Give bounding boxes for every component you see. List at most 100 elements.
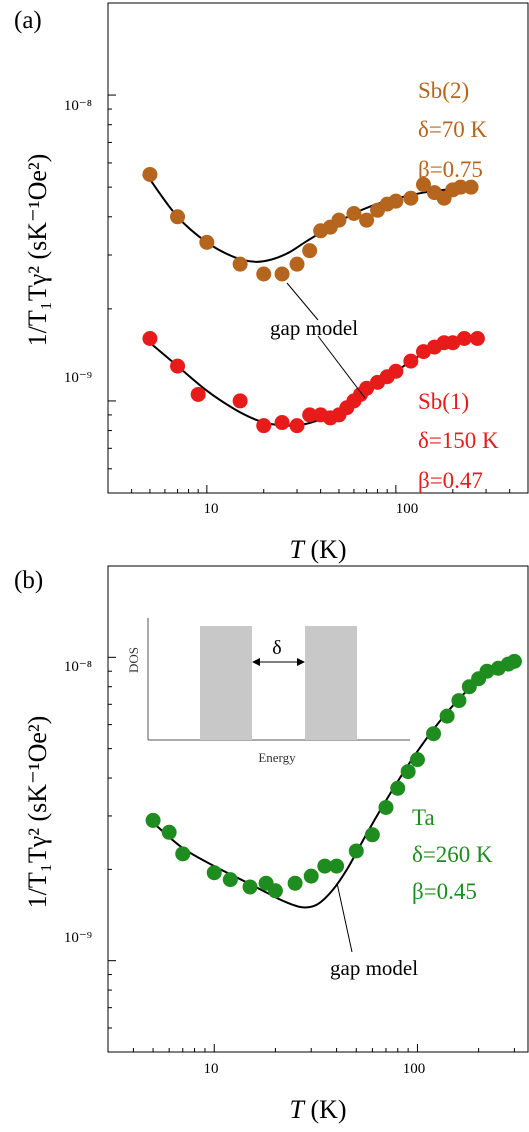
plot-frame-b	[107, 565, 529, 1053]
inset-arrowhead-right	[297, 658, 305, 666]
data-point	[463, 179, 479, 195]
data-point	[175, 846, 191, 862]
data-point	[289, 418, 305, 434]
gap-model-label-a: gap model	[270, 316, 358, 340]
y-tick-label: 10⁻⁹	[64, 930, 92, 946]
data-point	[439, 708, 455, 724]
plot-frame-a	[107, 2, 529, 494]
data-point	[289, 256, 305, 272]
axis-ticks-b	[107, 565, 515, 1053]
inset-dos-diagram: δ DOS Energy	[126, 618, 410, 765]
data-point	[445, 335, 461, 351]
data-point	[274, 266, 290, 282]
data-point	[400, 764, 416, 780]
y-axis-title-a: 1/T₁Tγ² (sK⁻¹Oe²)	[23, 154, 52, 347]
x-tick-label: 10	[204, 501, 219, 517]
inset-y-label: DOS	[126, 647, 141, 673]
y-tick-labels-b: 10⁻⁸ 10⁻⁹	[64, 659, 92, 946]
x-tick-label: 100	[396, 501, 419, 517]
annotation-line: δ=150 K	[418, 428, 499, 453]
data-point	[348, 843, 364, 859]
data-point	[170, 209, 186, 225]
inset-band-upper	[305, 626, 357, 740]
data-point	[232, 393, 248, 409]
data-point	[359, 380, 375, 396]
x-axis-title-a: T (K)	[289, 535, 346, 564]
data-point	[403, 190, 419, 206]
data-point	[378, 799, 394, 815]
annotation-line: δ=260 K	[412, 842, 493, 867]
data-point	[256, 418, 272, 434]
data-point	[426, 726, 442, 742]
inset-arrowhead-left	[252, 658, 260, 666]
annotation-line: β=0.47	[418, 468, 483, 493]
y-tick-label: 10⁻⁸	[64, 98, 92, 114]
data-point	[267, 883, 283, 899]
data-point	[161, 824, 177, 840]
leader-line	[317, 335, 366, 399]
y-tick-label: 10⁻⁸	[64, 659, 92, 675]
data-point	[242, 879, 258, 895]
data-point	[403, 353, 419, 369]
data-point	[346, 206, 362, 222]
x-tick-labels-b: 10 100	[204, 1061, 426, 1077]
data-point	[222, 872, 238, 888]
data-points-a	[142, 166, 485, 434]
data-point	[331, 212, 347, 228]
x-tick-labels-a: 10 100	[204, 501, 419, 517]
x-axis-title-b: T (K)	[289, 1095, 346, 1124]
leader-line	[286, 282, 319, 321]
x-axis-title-var: T	[289, 1095, 305, 1124]
data-point	[364, 827, 380, 843]
annotation-line: Sb(1)	[418, 389, 469, 414]
annotation-sb1: Sb(1) δ=150 K β=0.47	[418, 389, 499, 493]
annotation-line: β=0.45	[412, 879, 477, 904]
annotation-line: β=0.75	[418, 157, 483, 182]
inset-gap-label: δ	[272, 637, 281, 659]
data-point	[359, 212, 375, 228]
data-point	[303, 868, 319, 884]
data-point	[274, 415, 290, 431]
data-point	[469, 330, 485, 346]
inset-x-label: Energy	[258, 750, 296, 765]
data-point	[388, 363, 404, 379]
data-points-b	[145, 653, 522, 899]
annotation-sb2: Sb(2) δ=70 K β=0.75	[418, 78, 488, 182]
y-tick-label: 10⁻⁹	[64, 370, 92, 386]
panel-label-b: (b)	[14, 567, 43, 594]
data-point	[388, 193, 404, 209]
annotation-line: δ=70 K	[418, 117, 488, 142]
data-point	[302, 407, 318, 423]
data-point	[390, 780, 406, 796]
data-point	[190, 386, 206, 402]
data-point	[453, 179, 469, 195]
data-point	[199, 234, 215, 250]
data-point	[329, 858, 345, 874]
panel-a: (a) 10⁻⁸ 10⁻⁹ 10 100 1/T₁Tγ² (sK⁻¹Oe²) T…	[14, 2, 529, 564]
data-point	[142, 330, 158, 346]
axis-ticks-a	[107, 2, 529, 494]
data-point	[317, 858, 333, 874]
x-axis-title-unit: (K)	[304, 535, 347, 564]
y-axis-title-b: 1/T₁Tγ² (sK⁻¹Oe²)	[23, 716, 52, 909]
leader-line	[336, 882, 353, 953]
y-tick-labels-a: 10⁻⁸ 10⁻⁹	[64, 98, 92, 386]
inset-band-lower	[200, 626, 252, 740]
data-point	[302, 243, 318, 259]
data-point	[409, 752, 425, 768]
data-point	[256, 266, 272, 282]
annotation-line: Ta	[412, 805, 435, 830]
x-tick-label: 100	[403, 1061, 426, 1077]
data-point	[456, 330, 472, 346]
data-point	[506, 653, 522, 669]
data-point	[145, 812, 161, 828]
data-point	[415, 177, 431, 193]
data-point	[479, 663, 495, 679]
data-point	[451, 693, 467, 709]
panel-b: (b) 10⁻⁸ 10⁻⁹ 10 100 1/T₁Tγ² (sK⁻¹Oe²) T…	[14, 565, 529, 1124]
data-point	[206, 865, 222, 881]
x-axis-title-var: T	[289, 535, 305, 564]
x-tick-label: 10	[204, 1061, 219, 1077]
data-point	[170, 358, 186, 374]
